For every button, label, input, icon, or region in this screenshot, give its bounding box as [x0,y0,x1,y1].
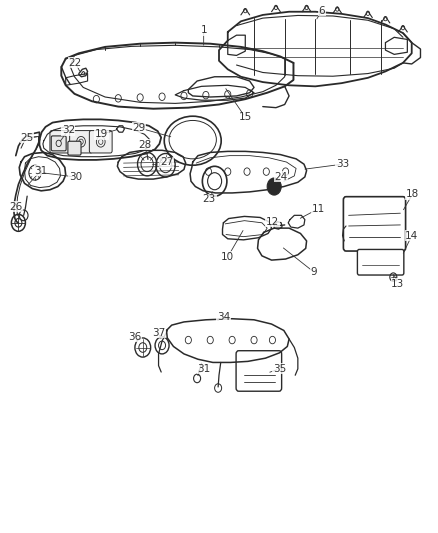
Text: 37: 37 [152,328,165,337]
Text: 6: 6 [318,6,325,15]
Text: 32: 32 [62,125,75,135]
FancyBboxPatch shape [236,351,282,391]
Text: 14: 14 [405,231,418,240]
Text: 24: 24 [275,172,288,182]
Text: 23: 23 [203,195,216,204]
FancyBboxPatch shape [50,131,73,153]
Text: 31: 31 [198,364,211,374]
Text: 34: 34 [217,312,230,321]
FancyBboxPatch shape [89,131,112,153]
Text: 33: 33 [336,159,349,169]
FancyBboxPatch shape [70,131,92,153]
Text: 26: 26 [9,202,22,212]
FancyBboxPatch shape [343,197,406,251]
Text: 28: 28 [138,140,151,150]
FancyBboxPatch shape [357,249,404,275]
Text: 22: 22 [69,58,82,68]
Text: 30: 30 [69,172,82,182]
Text: 9: 9 [310,267,317,277]
Text: 29: 29 [133,123,146,133]
Text: 15: 15 [239,112,252,122]
Text: 27: 27 [160,157,173,167]
Ellipse shape [164,116,221,165]
Text: 12: 12 [266,217,279,227]
Text: 11: 11 [311,204,325,214]
Text: 25: 25 [21,133,34,142]
Text: 13: 13 [391,279,404,288]
Text: 36: 36 [128,332,141,342]
Ellipse shape [169,120,216,159]
FancyBboxPatch shape [51,136,66,151]
Text: 1: 1 [200,26,207,35]
Text: 19: 19 [95,130,108,139]
FancyBboxPatch shape [68,141,81,155]
Text: 35: 35 [273,364,286,374]
Text: 18: 18 [406,189,419,199]
Text: 10: 10 [221,252,234,262]
Text: 31: 31 [35,166,48,175]
Circle shape [267,178,281,195]
